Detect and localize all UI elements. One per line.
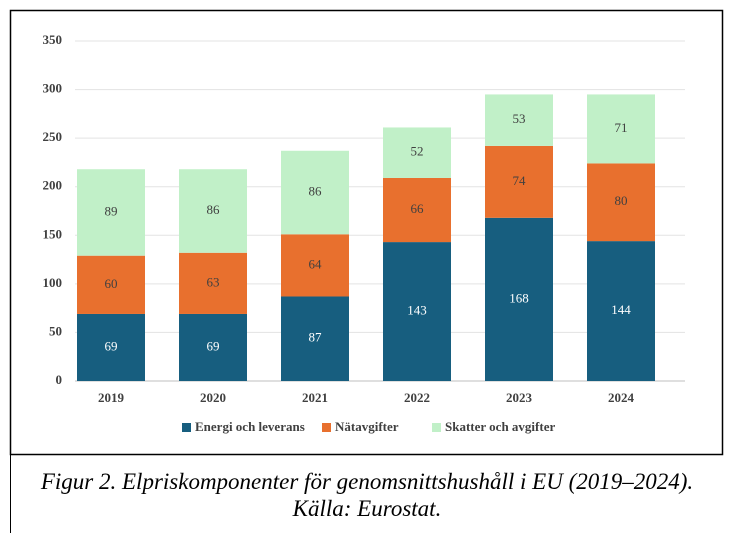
- data-label: 71: [615, 120, 628, 135]
- legend-swatch: [322, 423, 331, 432]
- data-label: 52: [411, 144, 424, 159]
- bar-segment: [77, 169, 145, 256]
- data-label: 86: [309, 184, 323, 199]
- data-label: 143: [407, 303, 427, 318]
- bar-segment: [179, 169, 247, 253]
- x-tick-label: 2020: [200, 390, 226, 405]
- legend-label: Nätavgifter: [335, 419, 399, 434]
- data-label: 74: [513, 173, 527, 188]
- y-tick-label: 100: [43, 275, 63, 290]
- y-tick-label: 250: [43, 129, 63, 144]
- data-label: 60: [105, 276, 118, 291]
- data-label: 80: [615, 193, 628, 208]
- data-label: 63: [207, 274, 220, 289]
- bar-segment: [281, 296, 349, 381]
- bar-segment: [485, 217, 553, 381]
- bar-segment: [587, 241, 655, 381]
- caption: Figur 2. Elpriskomponenter för genomsnit…: [40, 469, 694, 521]
- legend-swatch: [182, 423, 191, 432]
- border-line: [10, 455, 11, 533]
- y-tick-label: 0: [56, 372, 63, 387]
- legend-label: Skatter och avgifter: [445, 419, 555, 434]
- y-tick-label: 150: [43, 226, 63, 241]
- y-tick-label: 200: [43, 178, 63, 193]
- bar-segment: [587, 94, 655, 164]
- y-tick-label: 50: [49, 323, 62, 338]
- data-label: 66: [411, 201, 425, 216]
- bar-segment: [179, 252, 247, 314]
- legend-label: Energi och leverans: [195, 419, 305, 434]
- chart: 0 50 100 150 200 250 300 350 2019 69 60 89 2020 69 63 8…: [9, 9, 724, 456]
- bar-segment: [485, 94, 553, 146]
- bar-segment: [383, 177, 451, 243]
- data-label: 144: [611, 302, 631, 317]
- bar-segment: [485, 145, 553, 218]
- x-tick-label: 2021: [302, 390, 328, 405]
- y-tick-label: 300: [43, 81, 63, 96]
- data-label: 168: [509, 290, 529, 305]
- bar-segment: [77, 313, 145, 381]
- bar-segment: [587, 163, 655, 242]
- legend-swatch: [432, 423, 441, 432]
- data-label: 53: [513, 111, 526, 126]
- bar-segment: [383, 127, 451, 178]
- y-tick-label: 350: [43, 32, 63, 47]
- x-tick-label: 2024: [608, 390, 635, 405]
- bar-segment: [179, 313, 247, 381]
- x-tick-label: 2022: [404, 390, 430, 405]
- data-label: 69: [207, 338, 220, 353]
- bar-segment: [281, 150, 349, 235]
- data-label: 86: [207, 202, 221, 217]
- data-label: 89: [105, 203, 118, 218]
- x-tick-label: 2019: [98, 390, 125, 405]
- data-label: 87: [309, 330, 323, 345]
- x-tick-label: 2023: [506, 390, 533, 405]
- bar-segment: [281, 234, 349, 297]
- data-label: 64: [309, 256, 323, 271]
- data-label: 69: [105, 338, 118, 353]
- bar-segment: [77, 255, 145, 314]
- bar-segment: [383, 242, 451, 381]
